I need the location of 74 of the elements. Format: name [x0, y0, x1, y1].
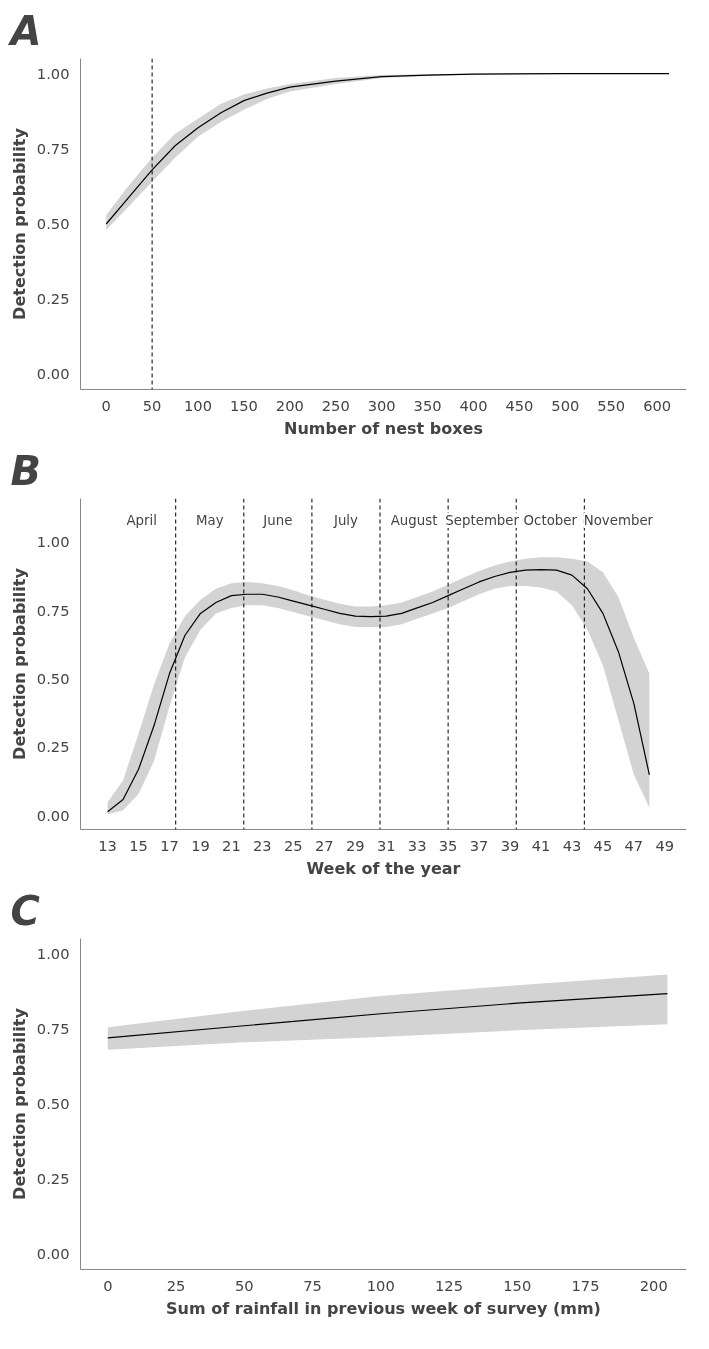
y-axis-title: Detection probability: [9, 1007, 29, 1200]
x-tick-label: 0: [101, 396, 111, 414]
x-axis-title: Week of the year: [306, 858, 461, 878]
x-tick-label: 31: [376, 836, 396, 854]
x-tick-label: 41: [531, 836, 551, 854]
x-tick-label: 47: [624, 836, 644, 854]
x-tick-label: 25: [166, 1276, 186, 1294]
annotation: October: [523, 513, 578, 528]
annotation: August: [390, 513, 438, 528]
x-axis-title: Number of nest boxes: [284, 418, 483, 438]
y-tick-label: 0.75: [36, 139, 70, 157]
x-tick-label: 400: [459, 396, 488, 414]
x-tick-label: 500: [551, 396, 580, 414]
y-axis-title: Detection probability: [9, 127, 29, 320]
y-tick-label: 0.25: [36, 1170, 70, 1188]
y-tick-label: 1.00: [36, 533, 70, 551]
chart-title: A: [7, 7, 42, 54]
x-tick-label: 25: [284, 836, 303, 854]
x-tick-label: 39: [500, 836, 520, 854]
x-tick-label: 37: [469, 836, 489, 854]
y-tick-label: 1.00: [36, 64, 70, 82]
y-tick-label: 0.50: [36, 1095, 70, 1112]
x-tick-label: 300: [367, 396, 396, 414]
chart-title: B: [10, 447, 41, 494]
y-axis-title: Detection probability: [9, 567, 29, 760]
x-tick-label: 150: [503, 1276, 532, 1294]
y-tick-label: 0.50: [36, 670, 70, 688]
x-tick-label: 21: [222, 836, 241, 854]
y-tick-label: 0.00: [36, 1245, 70, 1263]
x-tick-label: 49: [655, 836, 675, 854]
y-tick-label: 0.75: [36, 1019, 70, 1037]
x-tick-label: 15: [129, 836, 148, 854]
annotation: July: [332, 513, 359, 528]
x-tick-label: 350: [413, 396, 442, 414]
x-tick-label: 43: [562, 836, 582, 854]
y-tick-label: 0.00: [36, 365, 70, 383]
annotation: November: [583, 513, 654, 528]
x-tick-label: 600: [643, 396, 672, 414]
x-tick-label: 13: [98, 836, 117, 854]
x-tick-label: 50: [142, 396, 162, 414]
chart-title: C: [10, 887, 40, 934]
x-tick-label: 19: [191, 836, 210, 854]
x-tick-label: 200: [639, 1276, 668, 1294]
x-tick-label: 33: [407, 836, 427, 854]
x-tick-label: 100: [184, 396, 213, 414]
annotation: May: [195, 513, 224, 528]
line-series: [107, 992, 668, 1039]
x-tick-label: 27: [314, 836, 334, 854]
x-tick-label: 23: [253, 836, 272, 854]
x-tick-label: 150: [229, 396, 258, 414]
y-tick-label: 0.50: [36, 215, 70, 232]
x-tick-label: 0: [103, 1276, 113, 1294]
x-tick-label: 100: [366, 1276, 395, 1294]
y-tick-label: 0.25: [36, 290, 70, 308]
x-tick-label: 50: [234, 1276, 254, 1294]
annotation: September: [445, 513, 520, 528]
y-tick-label: 0.00: [36, 806, 70, 824]
y-tick-label: 0.75: [36, 601, 70, 619]
x-tick-label: 17: [160, 836, 179, 854]
x-tick-label: 29: [345, 836, 365, 854]
annotation: April: [126, 513, 157, 528]
x-tick-label: 450: [505, 396, 534, 414]
x-tick-label: 175: [571, 1276, 600, 1294]
x-tick-label: 75: [303, 1276, 322, 1294]
x-axis-title: Sum of rainfall in previous week of survey (mm): [166, 1298, 601, 1318]
y-tick-label: 1.00: [36, 944, 70, 962]
x-tick-label: 35: [438, 836, 458, 854]
annotation: June: [262, 513, 293, 528]
x-tick-label: 45: [593, 836, 613, 854]
x-tick-label: 200: [275, 396, 304, 414]
x-tick-label: 250: [321, 396, 350, 414]
x-tick-label: 125: [435, 1276, 464, 1294]
y-tick-label: 0.25: [36, 738, 70, 756]
x-tick-label: 550: [597, 396, 626, 414]
